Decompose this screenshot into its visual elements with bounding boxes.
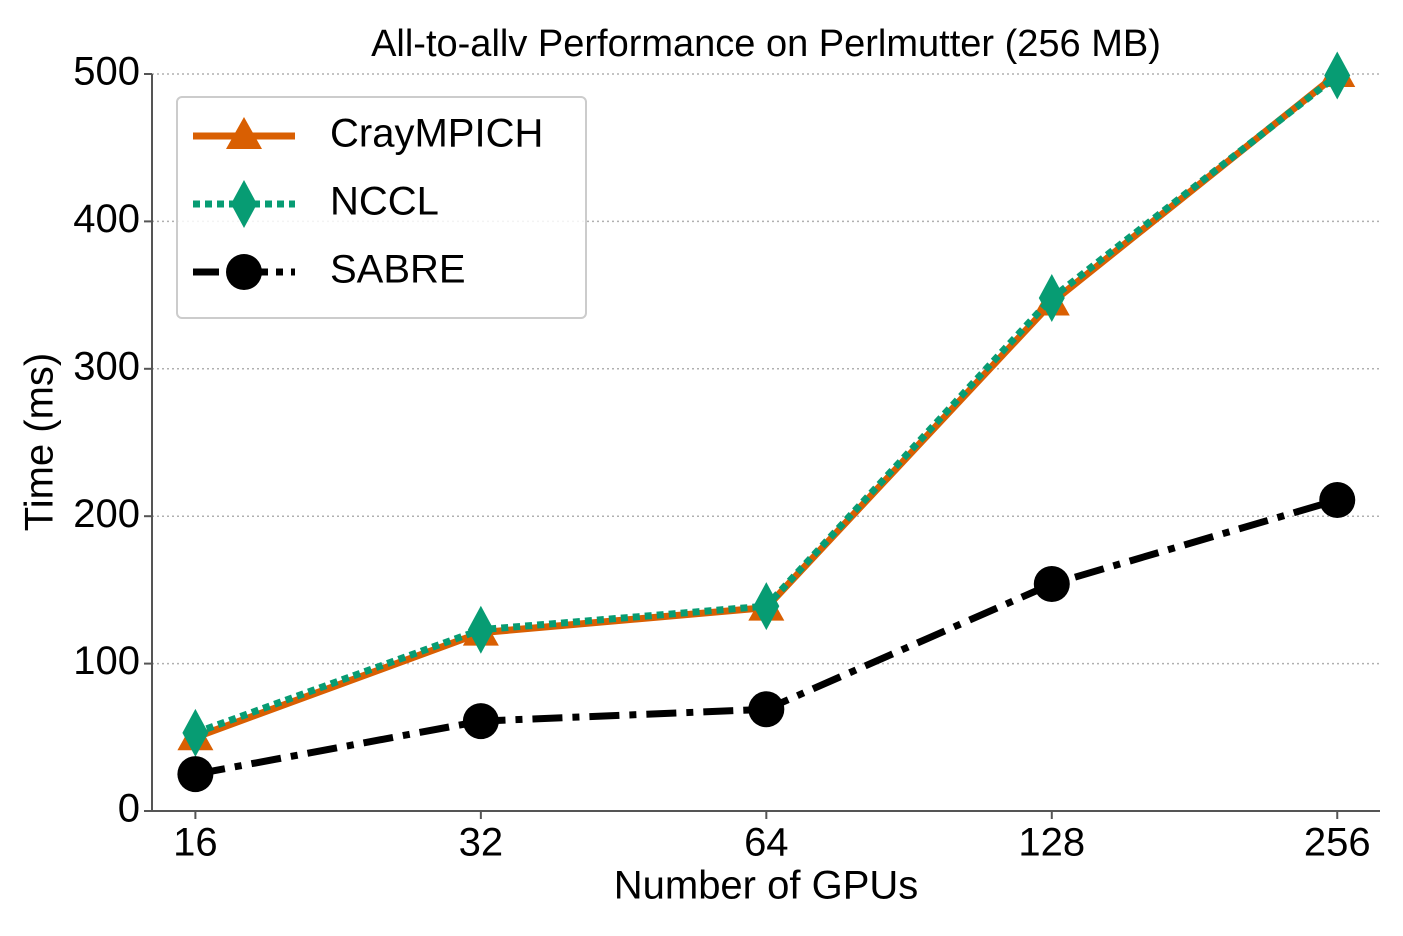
marker [462,703,499,740]
marker [753,582,780,631]
marker [182,708,209,757]
x-tick-label: 128 [1018,821,1085,865]
marker [748,691,785,728]
y-axis-label: Time (ms) [18,353,62,531]
y-tick-label: 100 [73,639,140,683]
y-tick-label: 300 [73,344,140,388]
series-line [194,496,1339,778]
marker [1033,566,1070,603]
legend-label: SABRE [330,248,466,292]
marker [1038,274,1065,323]
y-tick-label: 500 [73,50,140,94]
x-tick-label: 16 [173,821,218,865]
marker [1319,481,1356,518]
legend-box [176,96,587,319]
marker [467,605,494,654]
marker [1324,51,1351,100]
marker [177,756,214,793]
y-tick-label: 400 [73,197,140,241]
legend-label: CrayMPICH [330,112,543,156]
x-axis-label: Number of GPUs [614,864,919,908]
legend-marker [226,117,262,149]
x-tick-label: 256 [1304,821,1371,865]
chart-title: All-to-allv Performance on Perlmutter (2… [371,23,1161,65]
legend-label: NCCL [330,180,439,224]
legend-marker [231,180,257,228]
legend-marker [226,254,262,290]
x-tick-label: 32 [459,821,504,865]
x-tick-label: 64 [744,821,789,865]
y-tick-label: 200 [73,492,140,536]
y-tick-label: 0 [118,787,140,831]
